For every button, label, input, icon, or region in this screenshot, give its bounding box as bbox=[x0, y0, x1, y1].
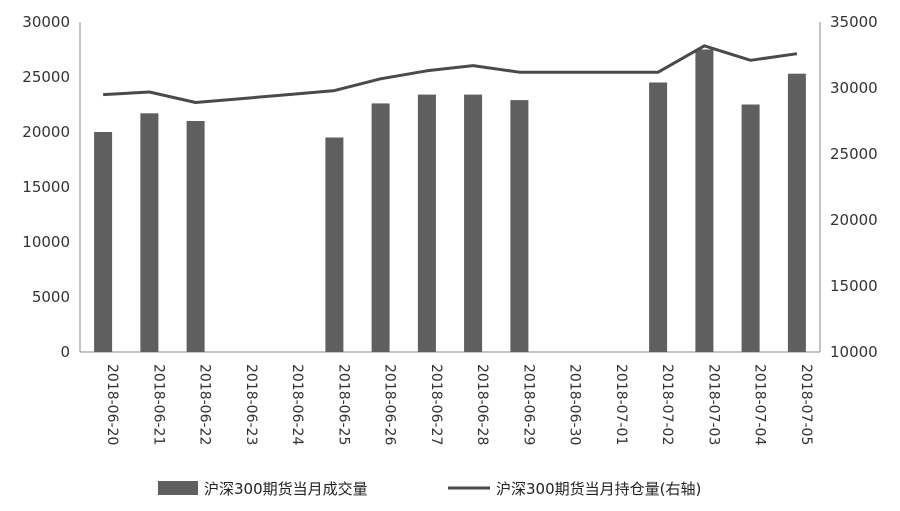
x-tick-label: 2018-06-28 bbox=[474, 364, 490, 445]
x-tick-label: 2018-06-26 bbox=[382, 364, 398, 445]
line-series bbox=[103, 44, 798, 104]
x-tick-label: 2018-06-21 bbox=[150, 364, 166, 445]
left-tick-label: 5000 bbox=[32, 288, 70, 306]
x-tick-label: 2018-07-01 bbox=[613, 364, 629, 445]
left-axis: 0 5000 10000 15000 20000 25000 30000 bbox=[22, 13, 81, 361]
x-tick-label: 2018-06-25 bbox=[335, 364, 351, 445]
right-tick-label: 35000 bbox=[830, 13, 878, 31]
bar bbox=[787, 73, 806, 352]
x-tick-label: 2018-06-24 bbox=[289, 364, 305, 445]
left-tick-label: 15000 bbox=[22, 178, 70, 196]
bar-series bbox=[94, 49, 806, 353]
x-tick-label: 2018-06-20 bbox=[104, 364, 120, 445]
x-tick-labels: 2018-06-20 2018-06-21 2018-06-22 2018-06-23… bbox=[104, 364, 814, 445]
bar bbox=[371, 103, 390, 353]
right-tick-label: 20000 bbox=[830, 211, 878, 229]
x-tick-label: 2018-06-23 bbox=[243, 364, 259, 445]
x-tick-label: 2018-06-30 bbox=[567, 364, 583, 445]
left-tick-label: 10000 bbox=[22, 233, 70, 251]
bar bbox=[464, 94, 483, 352]
legend-label-bar: 沪深300期货当月成交量 bbox=[204, 480, 368, 498]
bar bbox=[695, 49, 714, 352]
right-axis: 10000 15000 20000 25000 30000 35000 bbox=[819, 13, 878, 361]
x-tick-label: 2018-07-04 bbox=[752, 364, 768, 445]
left-tick-label: 20000 bbox=[22, 123, 70, 141]
bar bbox=[94, 132, 113, 352]
bar bbox=[649, 82, 668, 352]
bar bbox=[417, 94, 436, 352]
x-tick-label: 2018-06-22 bbox=[197, 364, 213, 445]
right-tick-label: 10000 bbox=[830, 343, 878, 361]
bar bbox=[325, 137, 344, 352]
x-tick-label: 2018-07-05 bbox=[798, 364, 814, 445]
right-tick-label: 25000 bbox=[830, 145, 878, 163]
bar bbox=[186, 121, 205, 352]
legend-swatch-bar bbox=[158, 481, 198, 495]
x-tick-label: 2018-07-03 bbox=[705, 364, 721, 445]
bar bbox=[510, 100, 529, 352]
right-tick-label: 15000 bbox=[830, 277, 878, 295]
legend-label-line: 沪深300期货当月持仓量(右轴) bbox=[496, 480, 701, 498]
x-tick-label: 2018-07-02 bbox=[659, 364, 675, 445]
bar bbox=[741, 104, 760, 352]
left-tick-label: 30000 bbox=[22, 13, 70, 31]
right-tick-label: 30000 bbox=[830, 79, 878, 97]
left-tick-label: 0 bbox=[60, 343, 70, 361]
x-tick-label: 2018-06-29 bbox=[520, 364, 536, 445]
left-tick-label: 25000 bbox=[22, 68, 70, 86]
legend: 沪深300期货当月成交量 沪深300期货当月持仓量(右轴) bbox=[158, 480, 701, 498]
bar bbox=[140, 113, 159, 352]
x-tick-label: 2018-06-27 bbox=[428, 364, 444, 445]
